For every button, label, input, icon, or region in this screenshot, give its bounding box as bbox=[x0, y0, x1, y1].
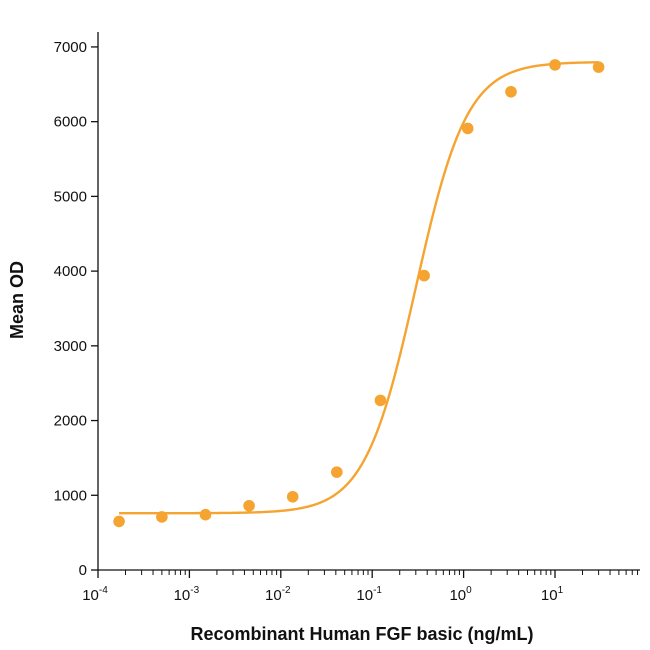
x-tick-label: 10-1 bbox=[356, 585, 382, 604]
data-point bbox=[461, 122, 474, 135]
data-point bbox=[243, 499, 255, 512]
data-point bbox=[331, 466, 343, 478]
y-tick-label: 3000 bbox=[54, 338, 87, 355]
data-point bbox=[418, 269, 430, 282]
y-tick-label: 4000 bbox=[54, 263, 87, 280]
x-axis-ticks: 10-4 10-3 10-2 10-1 100 101 bbox=[82, 570, 639, 604]
y-tick-label: 1000 bbox=[54, 487, 87, 504]
fit-curve-layer bbox=[119, 61, 599, 515]
y-axis-title: Mean OD bbox=[7, 261, 27, 339]
x-tick-label: 101 bbox=[541, 585, 564, 604]
data-points bbox=[113, 59, 605, 528]
axes bbox=[97, 32, 640, 571]
x-tick-label: 10-3 bbox=[174, 585, 200, 604]
data-point bbox=[549, 59, 561, 71]
x-tick-label: 10-2 bbox=[265, 585, 291, 604]
data-point bbox=[374, 394, 387, 407]
data-point bbox=[592, 61, 605, 73]
x-tick-label: 100 bbox=[449, 585, 472, 604]
data-point bbox=[505, 85, 517, 98]
data-point bbox=[156, 511, 168, 523]
x-tick-label: 10-4 bbox=[82, 585, 108, 604]
data-point bbox=[113, 515, 125, 528]
fit-curve bbox=[119, 61, 599, 515]
y-tick-label: 2000 bbox=[54, 413, 87, 430]
y-tick-label: 0 bbox=[79, 562, 87, 579]
data-point bbox=[199, 508, 212, 521]
x-axis-title: Recombinant Human FGF basic (ng/mL) bbox=[190, 624, 533, 644]
y-tick-label: 7000 bbox=[54, 39, 87, 56]
y-axis-ticks: 0 1000 2000 3000 4000 5000 6000 7000 bbox=[54, 39, 98, 579]
y-tick-label: 6000 bbox=[54, 114, 87, 131]
data-point bbox=[286, 490, 299, 503]
y-tick-label: 5000 bbox=[54, 188, 87, 205]
